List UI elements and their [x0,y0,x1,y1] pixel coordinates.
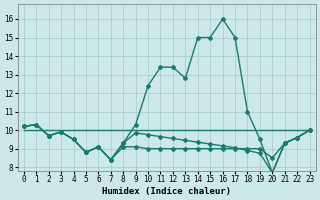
X-axis label: Humidex (Indice chaleur): Humidex (Indice chaleur) [102,187,231,196]
